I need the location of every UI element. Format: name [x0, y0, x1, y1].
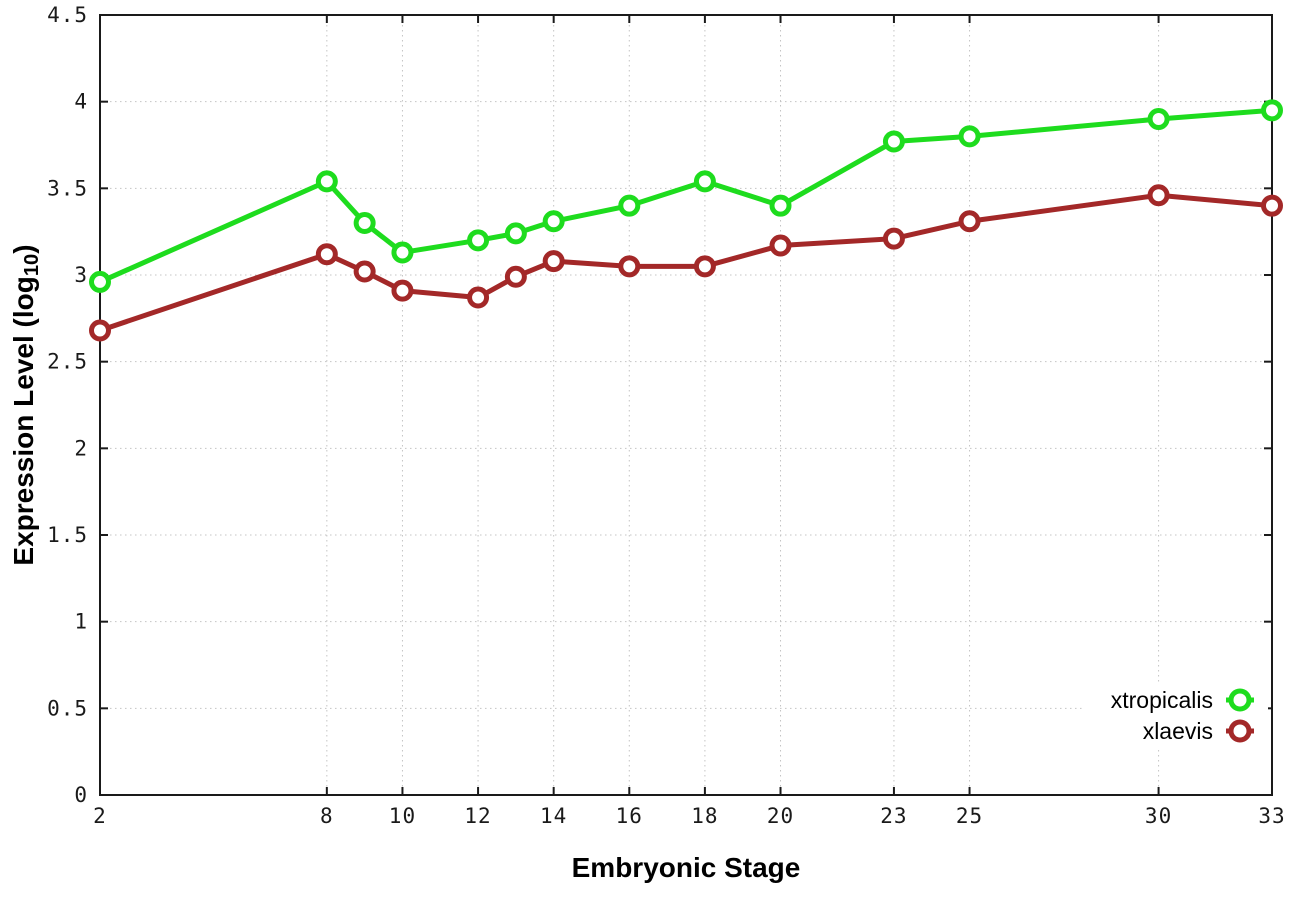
data-point-marker-xlaevis	[467, 286, 490, 309]
data-point-marker-xlaevis	[89, 319, 111, 342]
series-line-xtropicalis	[97, 107, 1275, 285]
legend-marker-xlaevis	[1228, 719, 1252, 743]
data-point-marker-xtropicalis	[958, 125, 981, 148]
data-point-marker-xtropicalis	[693, 170, 716, 193]
data-point-marker-xtropicalis	[769, 194, 792, 217]
data-point-marker-xtropicalis	[467, 229, 490, 252]
x-tick-label: 12	[464, 804, 491, 828]
data-point-marker-xtropicalis	[504, 222, 527, 245]
x-tick-label: 23	[880, 804, 907, 828]
y-tick-label: 0	[74, 783, 88, 807]
x-tick-label: 20	[767, 804, 794, 828]
x-axis-title: Embryonic Stage	[100, 852, 1272, 884]
data-point-marker-xtropicalis	[353, 212, 376, 234]
data-point-marker-xlaevis	[958, 210, 981, 233]
legend-label-xtropicalis: xtropicalis	[1111, 687, 1213, 713]
y-axis-title-subscript: 10	[21, 253, 44, 277]
data-point-marker-xlaevis	[391, 279, 414, 302]
x-tick-label: 18	[691, 804, 718, 828]
x-tick-label: 33	[1258, 804, 1285, 828]
x-tick-label: 8	[320, 804, 334, 828]
y-tick-label: 4	[74, 90, 88, 114]
y-tick-label: 3	[74, 263, 88, 287]
data-point-marker-xlaevis	[618, 255, 641, 278]
y-axis-title-prefix: Expression Level (log	[7, 276, 39, 566]
data-point-marker-xlaevis	[693, 255, 716, 278]
y-tick-label: 4.5	[47, 3, 88, 27]
plot-border	[99, 14, 1273, 796]
y-tick-label: 1	[74, 610, 88, 634]
legend-label-xlaevis: xlaevis	[1143, 718, 1213, 744]
y-tick-label: 2	[74, 436, 88, 460]
y-axis-title-suffix: )	[7, 244, 39, 254]
x-tick-label: 25	[956, 804, 983, 828]
data-point-marker-xlaevis	[769, 234, 792, 257]
data-point-marker-xtropicalis	[315, 170, 338, 193]
legend-marker-xtropicalis	[1228, 688, 1252, 712]
y-axis-title: Expression Level (log10)	[8, 244, 44, 565]
x-tick-label: 10	[389, 804, 416, 828]
y-tick-label: 3.5	[47, 176, 88, 200]
x-axis-title-text: Embryonic Stage	[571, 852, 801, 883]
data-point-marker-xlaevis	[882, 227, 905, 250]
x-tick-label: 16	[616, 804, 643, 828]
data-point-marker-xtropicalis	[542, 210, 565, 233]
x-tick-label: 2	[93, 804, 107, 828]
x-tick-label: 30	[1145, 804, 1172, 828]
data-point-marker-xtropicalis	[1147, 108, 1170, 130]
data-point-marker-xtropicalis	[391, 241, 414, 264]
data-point-marker-xtropicalis	[882, 130, 905, 153]
data-point-marker-xlaevis	[315, 243, 338, 266]
data-point-marker-xlaevis	[353, 260, 376, 283]
series-line-xlaevis	[97, 192, 1275, 333]
data-point-marker-xtropicalis	[618, 194, 641, 217]
data-point-marker-xlaevis	[542, 250, 565, 273]
y-tick-label: 0.5	[47, 696, 88, 720]
data-point-marker-xtropicalis	[1261, 99, 1283, 122]
y-tick-label: 2.5	[47, 350, 88, 374]
y-tick-label: 1.5	[47, 523, 88, 547]
data-point-marker-xlaevis	[1147, 184, 1170, 207]
data-point-marker-xlaevis	[504, 265, 527, 288]
data-point-marker-xtropicalis	[89, 270, 111, 293]
x-tick-label: 14	[540, 804, 567, 828]
data-point-marker-xlaevis	[1261, 194, 1283, 217]
